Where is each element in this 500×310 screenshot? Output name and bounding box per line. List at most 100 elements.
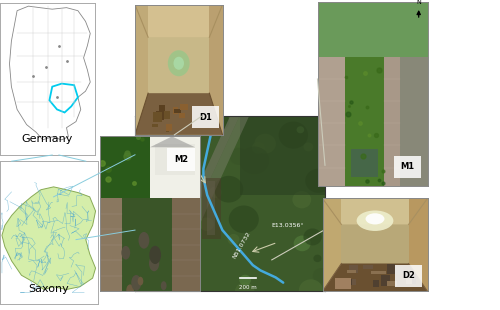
- Circle shape: [296, 126, 304, 133]
- Text: N: N: [416, 0, 421, 5]
- Polygon shape: [156, 111, 164, 120]
- Polygon shape: [322, 198, 428, 224]
- Circle shape: [179, 235, 192, 248]
- Polygon shape: [388, 270, 404, 274]
- Circle shape: [235, 282, 255, 300]
- Polygon shape: [344, 279, 352, 285]
- Polygon shape: [406, 274, 416, 284]
- Text: Germany: Germany: [22, 134, 73, 144]
- Circle shape: [305, 169, 332, 193]
- Polygon shape: [347, 270, 356, 273]
- Circle shape: [150, 246, 161, 264]
- Text: D1: D1: [199, 113, 212, 122]
- Polygon shape: [180, 104, 188, 109]
- Polygon shape: [150, 136, 200, 198]
- Polygon shape: [406, 277, 412, 285]
- Circle shape: [240, 275, 251, 286]
- Circle shape: [138, 232, 149, 249]
- Polygon shape: [345, 57, 384, 186]
- Polygon shape: [100, 136, 150, 198]
- Circle shape: [313, 268, 330, 283]
- Polygon shape: [350, 149, 378, 177]
- Circle shape: [210, 186, 222, 198]
- Polygon shape: [169, 190, 184, 213]
- Text: D2: D2: [402, 271, 415, 280]
- Polygon shape: [318, 57, 345, 186]
- Circle shape: [153, 254, 168, 267]
- Polygon shape: [164, 165, 188, 190]
- Circle shape: [228, 234, 239, 245]
- Polygon shape: [135, 93, 222, 135]
- Circle shape: [214, 176, 244, 202]
- Text: M2: M2: [174, 155, 188, 164]
- Polygon shape: [335, 278, 350, 289]
- Polygon shape: [322, 198, 342, 291]
- Circle shape: [122, 246, 130, 259]
- Polygon shape: [135, 5, 148, 135]
- Polygon shape: [371, 271, 386, 274]
- Polygon shape: [350, 265, 358, 273]
- Ellipse shape: [366, 213, 384, 224]
- Circle shape: [126, 284, 134, 296]
- Polygon shape: [166, 127, 169, 132]
- Polygon shape: [122, 198, 172, 291]
- Ellipse shape: [168, 50, 190, 76]
- Polygon shape: [174, 108, 180, 113]
- Circle shape: [144, 215, 164, 233]
- Circle shape: [136, 135, 166, 163]
- Circle shape: [161, 281, 166, 290]
- Polygon shape: [173, 107, 178, 114]
- Text: N51.0732: N51.0732: [232, 231, 252, 260]
- Polygon shape: [322, 264, 428, 291]
- Polygon shape: [161, 111, 170, 119]
- Polygon shape: [348, 279, 356, 285]
- Text: 200 m: 200 m: [239, 285, 257, 290]
- Polygon shape: [160, 105, 164, 111]
- Polygon shape: [363, 265, 373, 269]
- Polygon shape: [100, 198, 122, 291]
- Circle shape: [304, 228, 322, 246]
- Polygon shape: [392, 267, 402, 271]
- Circle shape: [149, 255, 160, 271]
- Text: E13.0356°: E13.0356°: [272, 223, 304, 228]
- Ellipse shape: [356, 210, 394, 231]
- Polygon shape: [408, 198, 428, 291]
- Polygon shape: [210, 5, 222, 135]
- Circle shape: [137, 251, 152, 266]
- Polygon shape: [135, 5, 222, 37]
- Circle shape: [278, 122, 308, 149]
- Circle shape: [254, 134, 276, 154]
- Polygon shape: [240, 116, 325, 195]
- Circle shape: [239, 147, 270, 174]
- Circle shape: [200, 218, 214, 231]
- Polygon shape: [155, 144, 195, 175]
- Text: Saxony: Saxony: [28, 284, 69, 294]
- Polygon shape: [153, 112, 162, 122]
- Circle shape: [230, 148, 248, 165]
- Polygon shape: [150, 136, 195, 147]
- Text: M1: M1: [400, 162, 414, 171]
- Circle shape: [171, 133, 183, 144]
- Polygon shape: [172, 198, 200, 291]
- Polygon shape: [382, 275, 390, 286]
- Polygon shape: [384, 57, 400, 186]
- Polygon shape: [158, 116, 249, 291]
- Polygon shape: [2, 187, 96, 290]
- Polygon shape: [386, 264, 395, 274]
- Circle shape: [292, 191, 311, 208]
- Polygon shape: [10, 6, 90, 140]
- Polygon shape: [202, 178, 220, 239]
- Circle shape: [314, 255, 322, 262]
- Circle shape: [138, 277, 143, 286]
- Polygon shape: [152, 124, 158, 127]
- Circle shape: [299, 279, 323, 301]
- Circle shape: [229, 206, 259, 233]
- Ellipse shape: [174, 57, 184, 70]
- Polygon shape: [173, 218, 192, 239]
- Polygon shape: [180, 113, 184, 118]
- Circle shape: [294, 236, 310, 251]
- Polygon shape: [156, 113, 160, 122]
- Circle shape: [304, 142, 314, 151]
- Polygon shape: [386, 281, 396, 286]
- Polygon shape: [207, 181, 215, 235]
